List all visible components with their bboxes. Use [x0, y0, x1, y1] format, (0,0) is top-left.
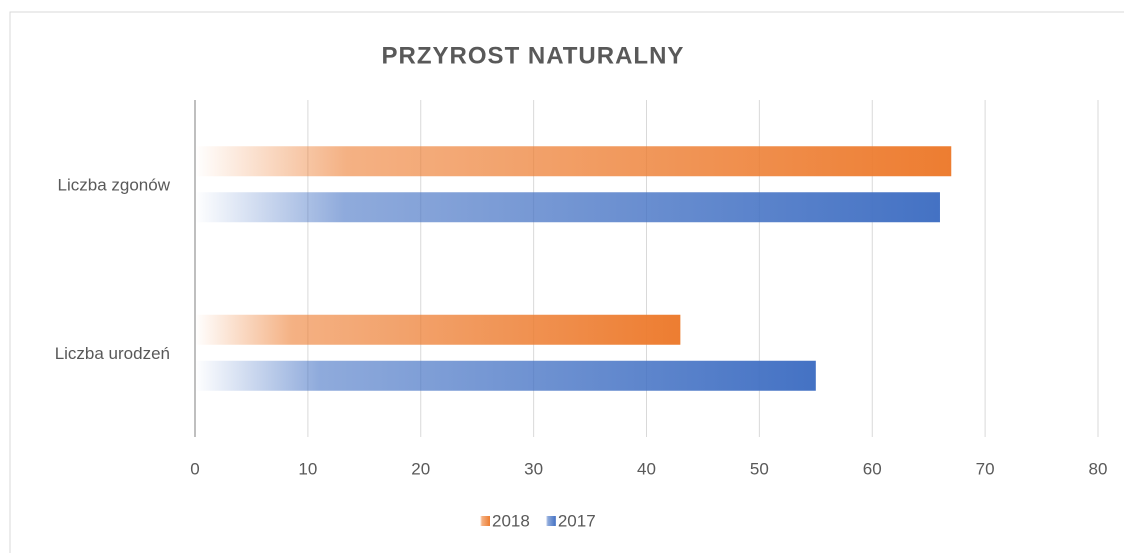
legend-label: 2017	[558, 511, 596, 530]
y-tick-label: Liczba urodzeń	[55, 344, 170, 363]
bar	[195, 146, 952, 177]
x-tick-label: 80	[1089, 459, 1108, 478]
x-tick-label: 50	[750, 459, 769, 478]
chart-border	[9, 11, 1124, 553]
x-tick-label: 10	[298, 459, 317, 478]
bar	[195, 192, 940, 223]
x-tick-label: 40	[637, 459, 656, 478]
x-tick-label: 30	[524, 459, 543, 478]
y-tick-label: Liczba zgonów	[58, 176, 171, 195]
x-tick-label: 20	[411, 459, 430, 478]
legend-swatch	[545, 516, 556, 526]
chart-title: PRZYROST NATURALNY	[382, 42, 685, 69]
x-tick-label: 60	[863, 459, 882, 478]
legend-label: 2018	[492, 511, 530, 530]
bar	[195, 314, 681, 345]
x-tick-label: 70	[976, 459, 995, 478]
bar	[195, 360, 816, 391]
legend-swatch	[480, 516, 490, 526]
x-tick-label: 0	[190, 459, 199, 478]
